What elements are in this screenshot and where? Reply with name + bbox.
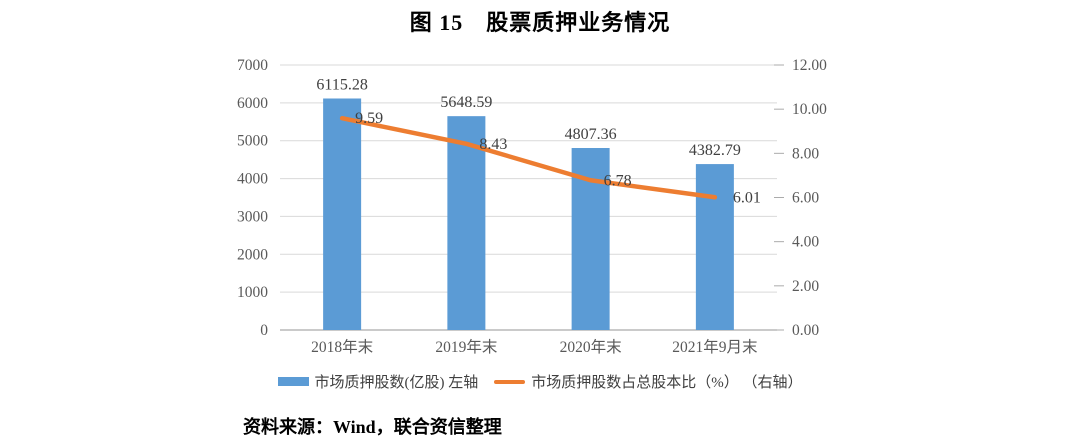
left-axis-tick-label: 6000 [237, 95, 268, 112]
right-axis-tick-label: 12.00 [792, 57, 827, 74]
x-axis-category-label: 2020年末 [560, 338, 622, 356]
right-axis-tick-label: 0.00 [792, 322, 819, 339]
bar-value-label: 4807.36 [565, 126, 617, 143]
legend: 市场质押股数(亿股) 左轴 市场质押股数占总股本比（%） （右轴） [90, 371, 990, 392]
right-axis-tick-label: 4.00 [792, 234, 819, 251]
x-axis-category-label: 2021年9月末 [672, 338, 757, 356]
line-value-label: 9.59 [355, 110, 383, 127]
left-axis-tick-label: 3000 [237, 208, 268, 225]
right-axis-tick-label: 8.00 [792, 145, 819, 162]
right-axis-tick-label: 6.00 [792, 190, 819, 207]
x-axis-category-label: 2019年末 [435, 338, 497, 356]
left-axis-tick-label: 1000 [237, 284, 268, 301]
left-axis-tick-label: 4000 [237, 171, 268, 188]
chart-title: 图 15 股票质押业务情况 [409, 10, 671, 35]
line-value-label: 8.43 [479, 136, 507, 153]
line-series [339, 115, 718, 200]
source-note: 资料来源：Wind，联合资信整理 [243, 417, 502, 437]
left-axis-tick-label: 0 [260, 322, 268, 339]
bar-value-label: 5648.59 [440, 94, 492, 111]
line-series-swatch-icon [494, 379, 526, 384]
left-axis-tick-label: 2000 [237, 246, 268, 263]
right-axis-tick-label: 2.00 [792, 278, 819, 295]
right-axis-tick-label: 10.00 [792, 101, 827, 118]
bar-value-label: 6115.28 [316, 76, 367, 93]
line-value-label: 6.78 [604, 172, 632, 189]
left-axis-tick-label: 7000 [237, 57, 268, 74]
bar-series-swatch-icon [277, 377, 309, 386]
bar-2018年末 [323, 98, 362, 330]
bar-value-label: 4382.79 [689, 142, 741, 159]
bar-2021年9月末 [695, 164, 734, 330]
legend-item-bar-series: 市场质押股数(亿股) 左轴 [277, 371, 479, 392]
line-value-label: 6.01 [733, 189, 761, 206]
bar-2019年末 [447, 116, 486, 330]
x-axis-category-label: 2018年末 [311, 338, 373, 356]
legend-line-label: 市场质押股数占总股本比（%） （右轴） [531, 375, 803, 391]
legend-bar-label: 市场质押股数(亿股) 左轴 [314, 375, 479, 391]
legend-item-line-series: 市场质押股数占总股本比（%） （右轴） [494, 371, 803, 392]
left-axis-tick-label: 5000 [237, 133, 268, 150]
